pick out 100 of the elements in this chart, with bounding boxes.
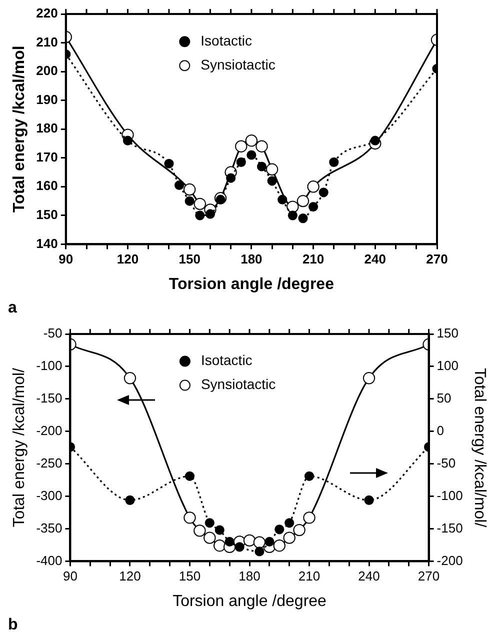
x-tick-label: 120: [119, 568, 141, 584]
point: [267, 176, 277, 186]
point: [246, 150, 256, 160]
point: [204, 518, 214, 528]
point: [204, 532, 216, 544]
point: [245, 134, 258, 147]
legend-label: Isotactic: [200, 32, 252, 48]
point: [122, 136, 133, 146]
point: [183, 183, 196, 196]
point: [194, 198, 206, 210]
point: [214, 540, 226, 552]
point: [296, 194, 310, 208]
point: [307, 180, 320, 193]
y-tick-label: -100: [36, 358, 62, 374]
x-tick-label: 150: [178, 568, 201, 584]
x-axis-title: Torsion angle /degree: [172, 592, 327, 610]
x-tick-label: 270: [418, 568, 440, 584]
x-tick-label: 180: [240, 252, 262, 267]
point: [308, 202, 318, 212]
y-tick-label: -300: [36, 488, 62, 503]
point: [164, 158, 174, 168]
text: a: [8, 299, 17, 316]
y2-tick-label: -200: [436, 552, 463, 568]
point: [184, 471, 195, 481]
y-axis-title: Total energy /kcal/mol: [11, 46, 28, 213]
point: [273, 540, 286, 552]
point: [214, 525, 224, 535]
y2-tick-label: 150: [436, 326, 458, 341]
point: [174, 180, 184, 190]
point: [235, 140, 248, 152]
x-tick-label: 90: [62, 568, 78, 584]
y2-tick-label: -50: [436, 455, 456, 470]
x-tick-label: 150: [178, 252, 200, 267]
point: [234, 542, 244, 552]
point: [256, 140, 268, 152]
y-tick-label: 170: [36, 149, 58, 164]
y2-tick-label: 50: [436, 390, 452, 406]
y-tick-label: 150: [36, 207, 58, 222]
point: [184, 196, 194, 206]
y-tick-label: 140: [36, 236, 58, 251]
point: [304, 471, 314, 481]
point: [278, 194, 288, 204]
y-tick-label: -200: [36, 422, 62, 438]
point: [224, 536, 234, 547]
point: [226, 173, 236, 183]
text: b: [8, 616, 18, 634]
point: [264, 536, 274, 547]
point: [205, 209, 216, 219]
y-tick-label: -150: [36, 390, 62, 406]
point: [370, 136, 380, 146]
y-tick-label: 220: [36, 6, 58, 21]
point: [293, 524, 306, 536]
x-tick-label: 240: [358, 568, 380, 584]
y-tick-label: -250: [36, 455, 62, 470]
point: [364, 495, 374, 505]
point: [243, 534, 256, 547]
point: [124, 372, 136, 384]
point: [274, 524, 284, 534]
y-tick-label: 210: [36, 34, 58, 50]
point: [216, 194, 226, 204]
point: [236, 157, 246, 167]
point: [256, 162, 267, 172]
point: [254, 546, 264, 556]
point: [195, 210, 205, 220]
point: [288, 210, 298, 220]
y-tick-label: 180: [36, 120, 58, 136]
legend-label: Isotactic: [200, 352, 252, 368]
point: [318, 188, 328, 198]
y-tick-label: 200: [36, 63, 58, 78]
point: [184, 512, 196, 524]
point: [284, 518, 294, 528]
y2-tick-label: 0: [436, 422, 444, 438]
y-tick-label: 190: [36, 92, 58, 107]
y-tick-label: -50: [43, 326, 62, 341]
y2-axis-title: Total energy /kcal/mol/: [470, 368, 488, 528]
x-tick-label: 270: [426, 252, 448, 267]
y-tick-label: -400: [36, 552, 62, 568]
x-tick-label: 180: [238, 568, 260, 584]
y-tick-label: 160: [36, 178, 58, 194]
legend-label: Synsiotactic: [200, 376, 276, 392]
x-tick-label: 210: [298, 568, 320, 584]
point: [194, 524, 206, 537]
point: [303, 512, 316, 524]
point: [298, 214, 308, 224]
x-axis-title: Torsion angle /degree: [168, 276, 334, 293]
point: [283, 532, 296, 544]
legend-label: Synsiotactic: [200, 56, 276, 72]
y2-tick-label: 100: [436, 358, 458, 374]
point: [362, 372, 376, 384]
x-tick-label: 90: [58, 252, 74, 267]
y2-tick-label: -150: [436, 520, 463, 536]
y-axis-title: Total energy /kcal/mol/: [11, 367, 28, 528]
point: [125, 495, 135, 505]
y-tick-label: -350: [36, 520, 62, 536]
y2-tick-label: -100: [436, 488, 463, 503]
x-tick-label: 210: [302, 252, 324, 267]
point: [266, 163, 278, 176]
point: [329, 157, 339, 167]
x-tick-label: 240: [364, 252, 386, 267]
x-tick-label: 120: [116, 252, 139, 267]
